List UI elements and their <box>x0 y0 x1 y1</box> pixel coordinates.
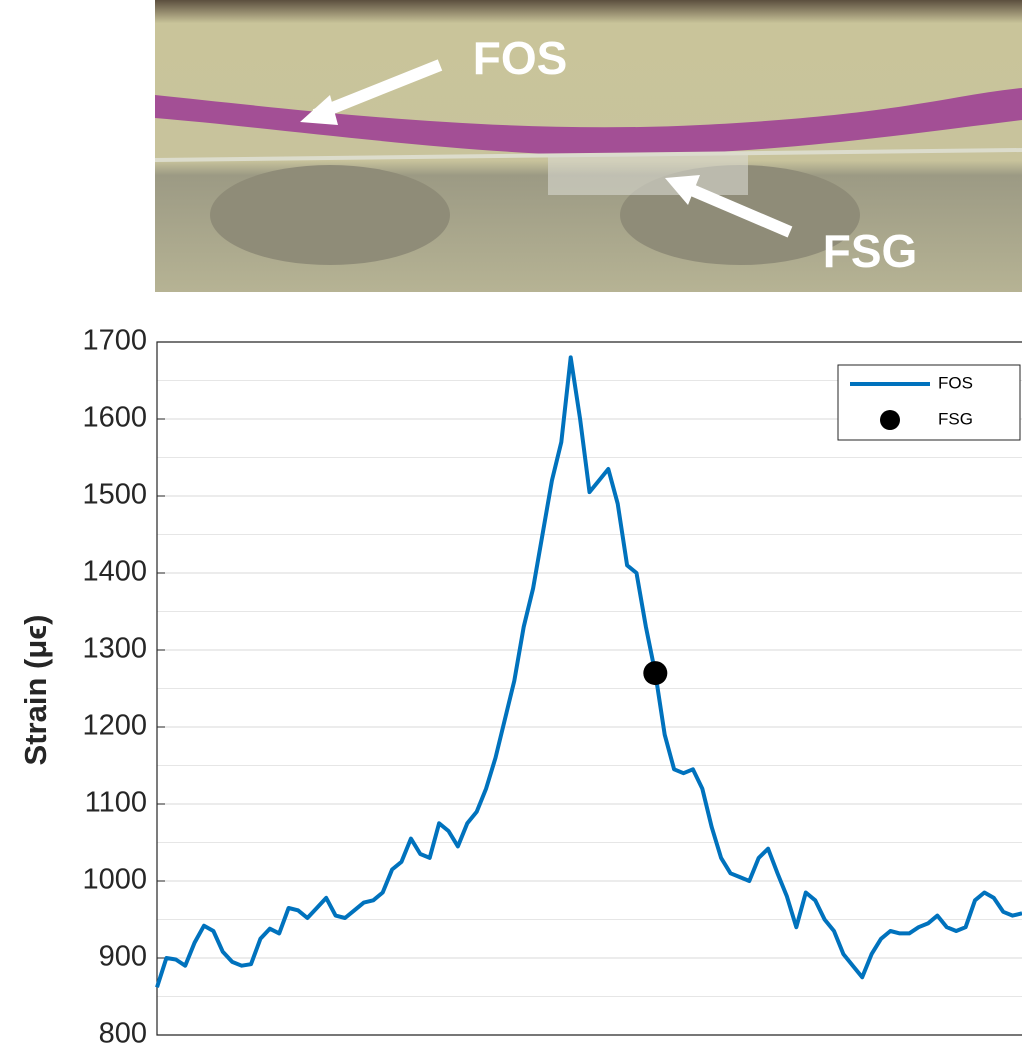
y-tick-label: 1100 <box>85 787 147 819</box>
y-tick-label: 1500 <box>82 479 147 511</box>
y-axis-label: Strain (μϵ) <box>18 615 53 766</box>
fsg-point <box>643 661 667 685</box>
photo-label: FSG <box>823 225 918 277</box>
photo-hole <box>210 165 450 265</box>
y-tick-label: 1400 <box>82 556 147 588</box>
y-tick-label: 1000 <box>82 864 147 896</box>
photo-tape <box>548 155 748 195</box>
y-tick-label: 900 <box>99 941 147 973</box>
fos-line <box>157 357 1022 987</box>
y-tick-label: 1600 <box>82 402 147 434</box>
page: FOS FSG 800 900 1000 1100 1200 1300 1400 1500 16… <box>0 0 1022 1054</box>
y-tick-label: 1700 <box>82 325 147 357</box>
legend: FOS FSG <box>838 365 1020 440</box>
y-tick-label: 800 <box>99 1018 147 1050</box>
legend-label: FSG <box>938 409 973 428</box>
legend-label: FOS <box>938 373 973 392</box>
y-tick-label: 1300 <box>82 633 147 665</box>
y-tick-label: 1200 <box>82 710 147 742</box>
photo-label: FOS <box>473 32 568 84</box>
plot: 800 900 1000 1100 1200 1300 1400 1500 1600 1700 FO… <box>82 325 1022 1050</box>
legend-swatch <box>880 410 900 430</box>
photo: FOS FSG <box>155 0 1022 292</box>
legend-box <box>838 365 1020 440</box>
